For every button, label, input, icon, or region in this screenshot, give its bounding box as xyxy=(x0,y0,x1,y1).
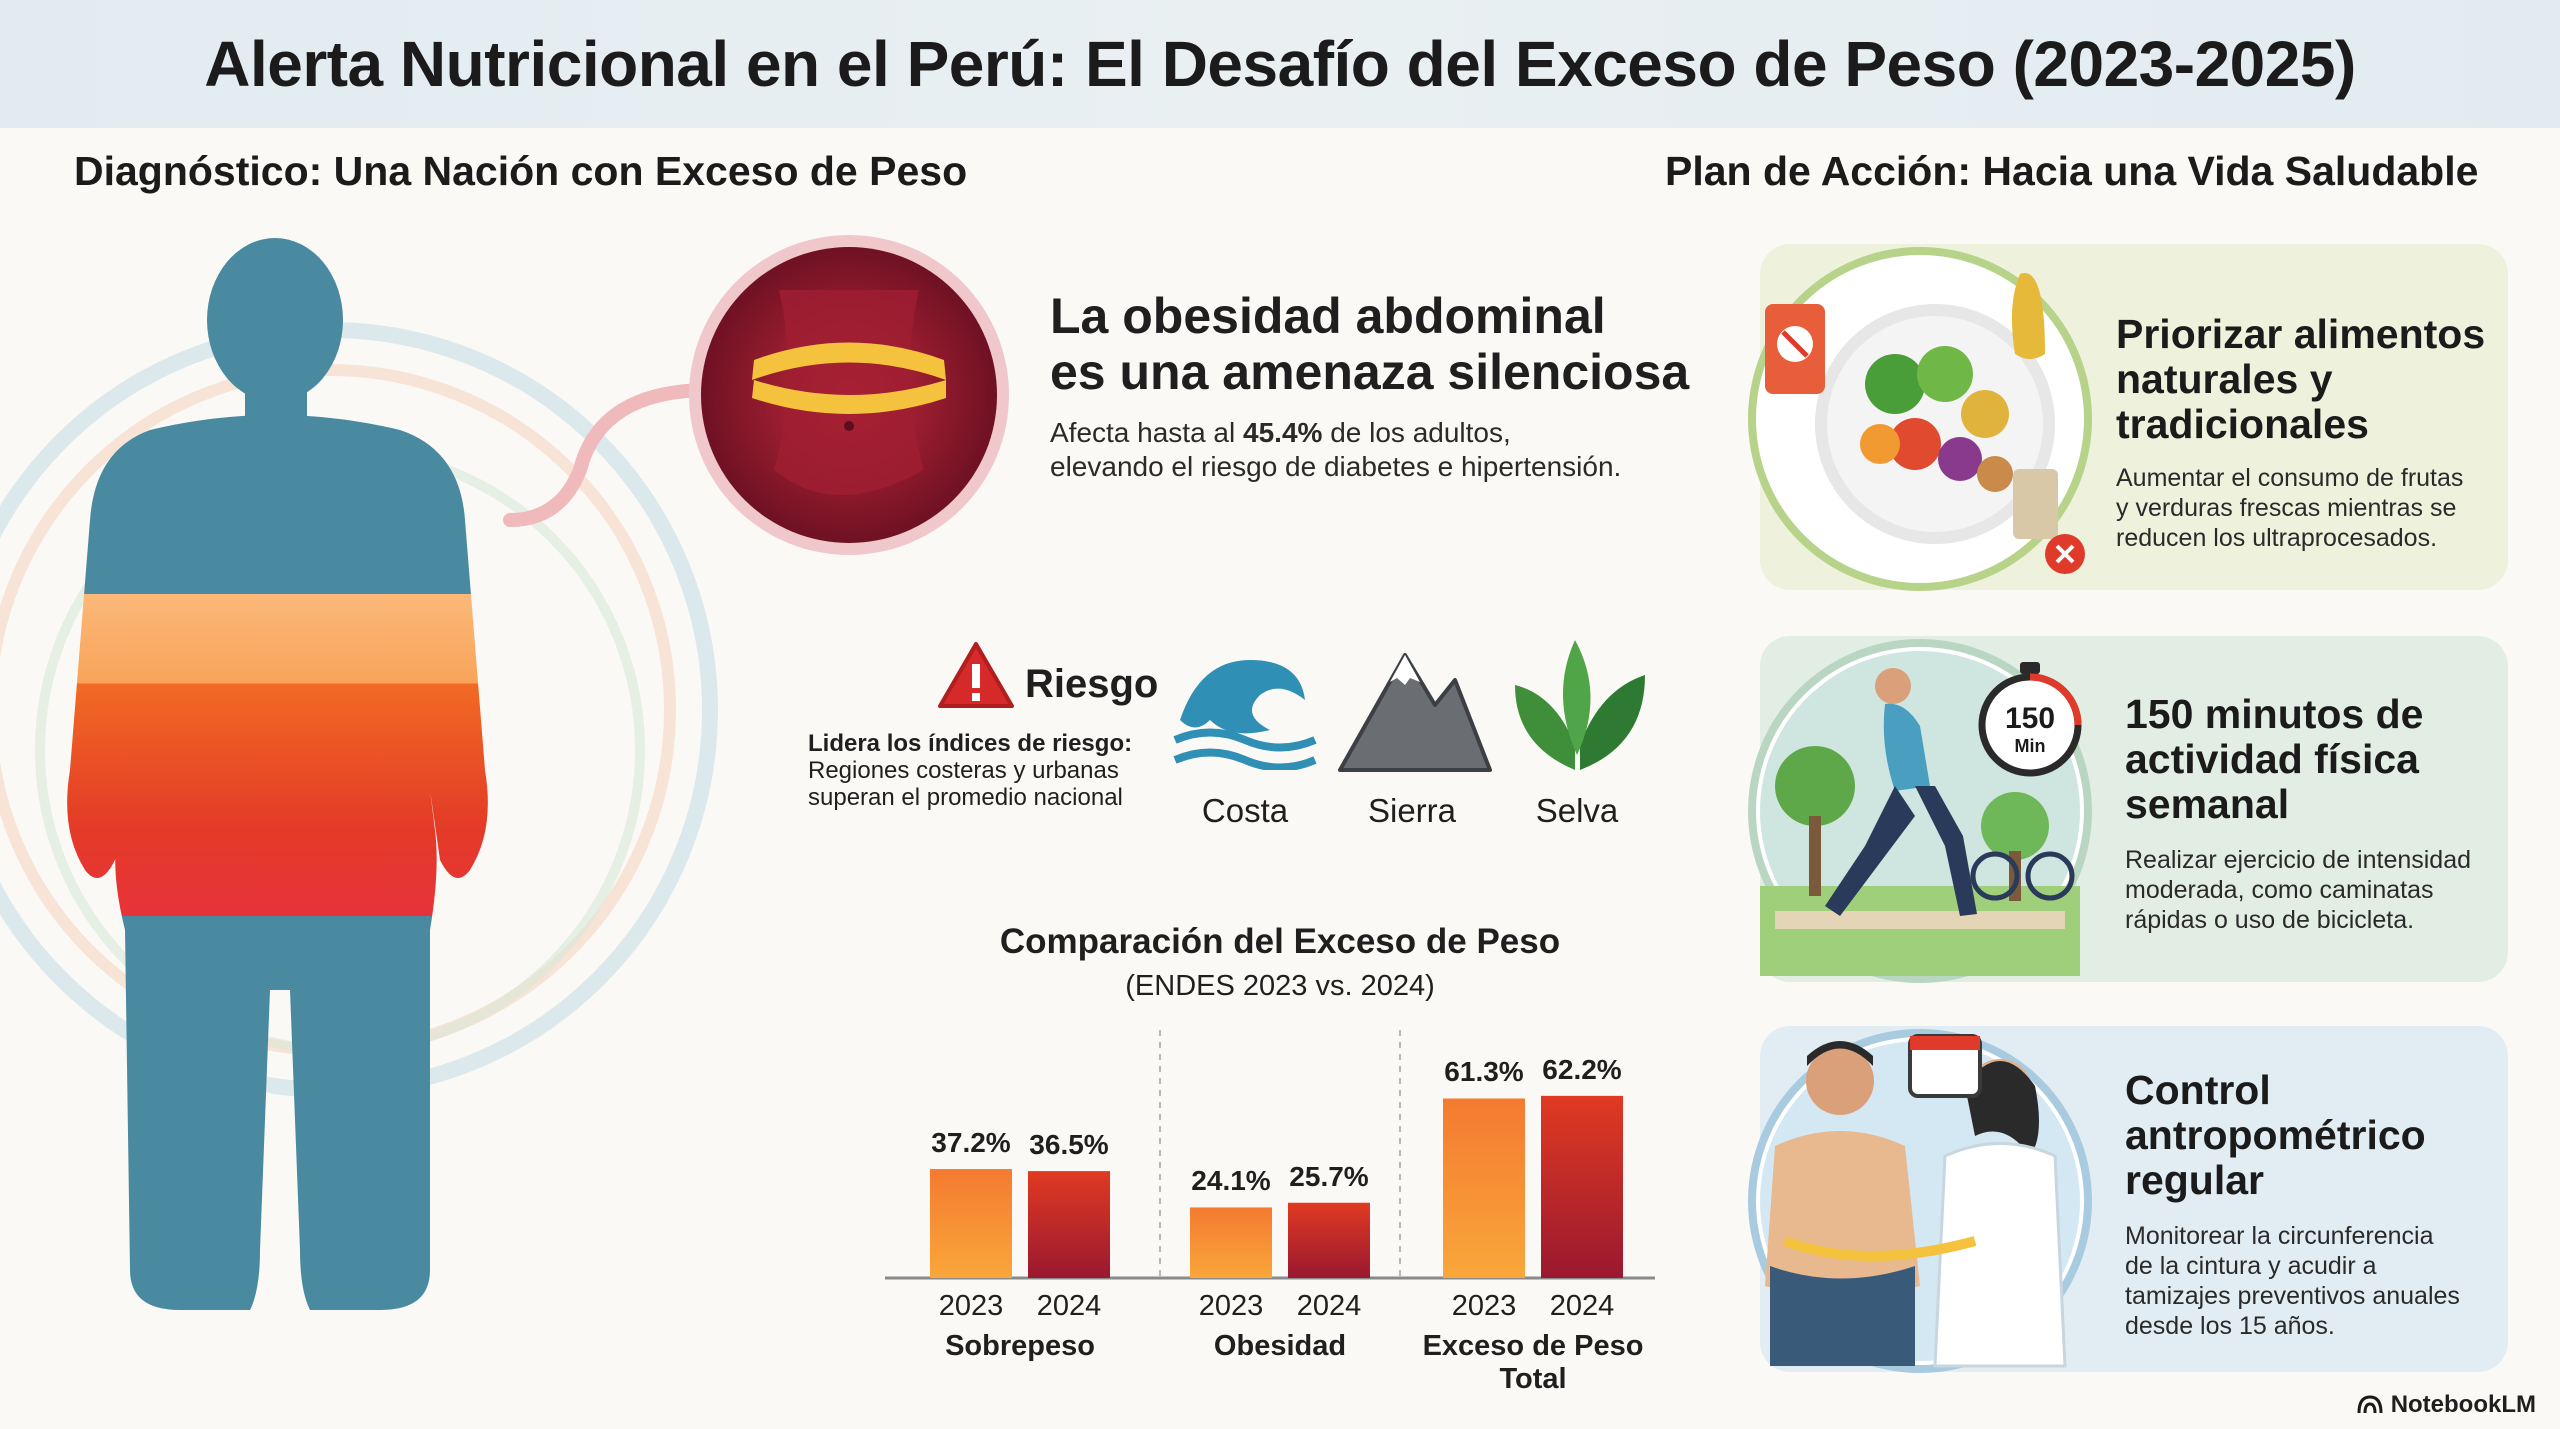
card-control-text-3: tamizajes preventivos anuales xyxy=(2125,1282,2460,1310)
abdominal-text-line2: elevando el riesgo de diabetes e hiperte… xyxy=(1050,451,1622,482)
year-tick-label: 2023 xyxy=(1451,1290,1517,1322)
year-tick-label: 2023 xyxy=(1198,1290,1264,1322)
card-activity-title-3: semanal xyxy=(2125,781,2290,827)
risk-line2: Regiones costeras y urbanas xyxy=(808,757,1119,784)
page-title: Alerta Nutricional en el Perú: El Desafí… xyxy=(204,28,2356,100)
chart-labels: 37.2% 2023 36.5% 2024 Sobrepeso 24.1% 2023 25.7… xyxy=(880,1020,1680,1420)
brand-label: NotebookLM xyxy=(2390,1391,2536,1418)
risk-lead: Lidera los índices de riesgo: xyxy=(808,730,1133,757)
warning-icon xyxy=(938,642,1014,708)
bar-sobrepeso-2023 xyxy=(930,1169,1012,1278)
card-activity-title-1: 150 minutos de xyxy=(2125,691,2424,737)
card-food-text-2: y verduras frescas mientras se xyxy=(2116,494,2457,522)
leaf-icon xyxy=(1515,640,1645,770)
card-food-title-2: naturales y xyxy=(2116,356,2333,402)
card-control-text-4: desde los 15 años. xyxy=(2125,1312,2335,1340)
title-bar: Alerta Nutricional en el Perú: El Desafí… xyxy=(0,0,2560,128)
card-control-title-1: Control xyxy=(2125,1067,2271,1113)
stopwatch-unit: Min xyxy=(2015,736,2046,756)
abdominal-block: La obesidad abdominal es una amenaza sil… xyxy=(1050,288,1690,484)
card-activity-text-2: moderada, como caminatas xyxy=(2125,876,2434,904)
year-tick-label: 2024 xyxy=(1036,1290,1102,1322)
risk-line3: superan el promedio nacional xyxy=(808,784,1123,811)
card-control-text-2: de la cintura y acudir a xyxy=(2125,1252,2377,1280)
card-control-title-3: regular xyxy=(2125,1157,2264,1203)
waist-measure-icon xyxy=(689,235,1009,555)
stopwatch-value: 150 xyxy=(2005,702,2055,735)
abdominal-title-line2: es una amenaza silenciosa xyxy=(1050,344,1690,400)
bar-obesidad-2024 xyxy=(1288,1202,1370,1278)
abdominal-percent: 45.4% xyxy=(1243,417,1323,448)
card-food-text: Priorizar alimentos naturales y tradicio… xyxy=(2116,312,2496,553)
year-tick-label: 2023 xyxy=(938,1290,1004,1322)
category-label: Obesidad xyxy=(1213,1330,1347,1362)
bar-sobrepeso-2024 xyxy=(1028,1171,1110,1278)
card-activity-text: 150 minutos de actividad física semanal … xyxy=(2125,692,2495,935)
abdominal-text-line1: Afecta hasta al 45.4% de los adultos, xyxy=(1050,417,1511,448)
card-food-title-3: tradicionales xyxy=(2116,401,2369,447)
card-food-title-1: Priorizar alimentos xyxy=(2116,311,2486,357)
year-tick-label: 2024 xyxy=(1549,1290,1615,1322)
mountain-icon xyxy=(1338,653,1492,772)
food-plate-icon xyxy=(1748,247,2092,591)
bar-chart xyxy=(885,1030,1655,1280)
category-label: Exceso de Peso Total xyxy=(1422,1330,1644,1395)
region-sierra: Sierra xyxy=(1367,792,1457,829)
action-plan-heading: Plan de Acción: Hacia una Vida Saludable xyxy=(1665,148,2479,194)
body-silhouette-icon xyxy=(0,238,718,1310)
category-label: Sobrepeso xyxy=(945,1330,1095,1362)
card-control-text: Control antropométrico regular Monitorea… xyxy=(2125,1068,2505,1341)
region-selva: Selva xyxy=(1535,792,1619,829)
bar-obesidad-2023 xyxy=(1190,1207,1272,1278)
doctor-measure-icon xyxy=(1748,1029,2092,1373)
notebooklm-logo-icon xyxy=(2357,1395,2383,1414)
bar-value-label: 61.3% xyxy=(1444,1056,1524,1088)
bar-value-label: 37.2% xyxy=(931,1127,1011,1159)
card-food-text-1: Aumentar el consumo de frutas xyxy=(2116,464,2464,492)
bar-exceso-de-peso-total-2023 xyxy=(1443,1098,1525,1278)
region-costa: Costa xyxy=(1201,792,1289,829)
bar-value-label: 36.5% xyxy=(1029,1129,1109,1161)
card-activity-text-3: rápidas o uso de bicicleta. xyxy=(2125,906,2415,934)
wave-icon xyxy=(1173,660,1317,770)
card-control-title-2: antropométrico xyxy=(2125,1112,2426,1158)
connector-line xyxy=(503,383,717,527)
diagnosis-heading: Diagnóstico: Una Nación con Exceso de Pe… xyxy=(74,148,968,194)
risk-label: Riesgo xyxy=(1025,662,1159,706)
notebooklm-brand[interactable]: NotebookLM xyxy=(2357,1391,2536,1419)
card-food-text-3: reducen los ultraprocesados. xyxy=(2116,524,2438,552)
bar-value-label: 25.7% xyxy=(1289,1160,1369,1192)
chart-subtitle: (ENDES 2023 vs. 2024) xyxy=(1125,970,1435,1002)
bar-exceso-de-peso-total-2024 xyxy=(1541,1095,1623,1278)
stopwatch-icon: 150 Min xyxy=(1978,662,2082,777)
card-activity-text-1: Realizar ejercicio de intensidad xyxy=(2125,846,2472,874)
year-tick-label: 2024 xyxy=(1296,1290,1362,1322)
card-control-text-1: Monitorear la circunferencia xyxy=(2125,1222,2434,1250)
abdominal-title-line1: La obesidad abdominal xyxy=(1050,288,1606,344)
bar-value-label: 62.2% xyxy=(1542,1053,1622,1085)
card-activity-title-2: actividad física xyxy=(2125,736,2419,782)
risk-text: Lidera los índices de riesgo: Regiones c… xyxy=(808,730,1168,811)
chart-title: Comparación del Exceso de Peso xyxy=(999,922,1561,961)
bar-value-label: 24.1% xyxy=(1191,1165,1271,1197)
